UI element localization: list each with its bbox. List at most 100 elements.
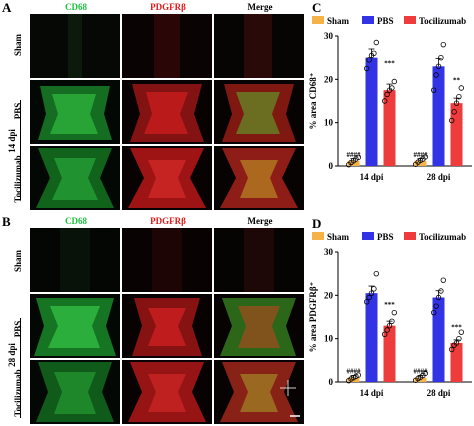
col-head-merge-b: Merge	[247, 216, 273, 226]
significance-label: **	[453, 76, 461, 84]
image-b-sham-pdgfrb	[122, 228, 212, 292]
col-head-pdgfrb-a: PDGFRβ	[150, 2, 186, 12]
image-a-sham-merge	[214, 14, 304, 78]
legend-label-tocilizumab: Tocilizumab	[419, 16, 466, 26]
data-point	[371, 286, 377, 292]
y-axis-label: % area PDGFRβ⁺	[308, 281, 318, 352]
y-tick-label: 20	[324, 290, 334, 300]
data-point	[458, 329, 464, 335]
panel-letter-a: A	[2, 0, 12, 15]
group-bracket-b	[20, 318, 21, 418]
group-label-28dpi: 28 dpi	[7, 343, 17, 367]
data-point	[422, 370, 428, 377]
image-b-tocilizumab-merge	[214, 360, 304, 424]
bar-sham-1	[414, 160, 427, 166]
legend-swatch-tocilizumab	[404, 16, 416, 24]
x-tick-label: 14 dpi	[360, 172, 384, 182]
data-point	[453, 100, 460, 106]
x-tick-label: 28 dpi	[427, 388, 451, 398]
x-tick-label: 28 dpi	[427, 172, 451, 182]
significance-label: ####	[414, 368, 429, 376]
legend-swatch-sham	[312, 232, 324, 240]
row-label-sham-b: Sham	[13, 250, 23, 273]
data-point	[384, 91, 390, 98]
image-b-pbs-merge	[214, 294, 304, 358]
data-point	[373, 39, 379, 46]
data-point	[368, 290, 375, 296]
y-tick-label: 10	[324, 118, 334, 128]
data-point	[433, 303, 439, 309]
image-a-pbs-merge	[214, 80, 304, 144]
image-b-tocilizumab-cd68	[30, 360, 120, 424]
group-bracket-a	[20, 100, 21, 200]
panel-letter-b: B	[2, 214, 11, 229]
data-point	[371, 50, 377, 57]
image-b-pbs-cd68	[30, 294, 120, 358]
data-point	[456, 335, 462, 342]
data-point	[451, 109, 457, 115]
data-point	[391, 78, 397, 85]
image-a-pbs-pdgfrb	[122, 80, 212, 144]
image-b-tocilizumab-pdgfrb	[122, 360, 212, 424]
image-a-tocilizumab-pdgfrb	[122, 146, 212, 210]
image-b-pbs-pdgfrb	[122, 294, 212, 358]
legend-label-pbs: PBS	[377, 232, 394, 242]
bar-pbs-1	[432, 66, 445, 166]
legend-swatch-sham	[312, 16, 324, 24]
image-a-sham-pdgfrb	[122, 14, 212, 78]
bar-pbs-0	[365, 293, 378, 382]
data-point	[440, 41, 446, 48]
legend-swatch-tocilizumab	[404, 232, 416, 240]
data-point	[355, 154, 361, 161]
data-point	[448, 346, 455, 353]
panel-letter-d: D	[312, 216, 322, 231]
legend-label-sham: Sham	[327, 16, 350, 26]
image-a-pbs-cd68	[30, 80, 120, 144]
bar-pbs-1	[432, 297, 445, 382]
data-point	[364, 299, 370, 305]
data-point	[448, 117, 455, 124]
data-point	[433, 72, 439, 78]
chart-d: Sham PBS Tocilizumab 0 10 20 30 % area PDGFRβ⁺ 1…	[308, 232, 472, 398]
chart-c: Sham PBS Tocilizumab 0 10 20 30 % area CD68⁺ 14 …	[308, 16, 472, 182]
legend-swatch-pbs	[362, 16, 374, 24]
data-point	[456, 93, 462, 100]
bar-tocilizumab-0	[383, 90, 396, 166]
data-point	[458, 85, 464, 91]
data-point	[373, 270, 379, 277]
data-point	[364, 65, 370, 72]
col-head-cd68-a: CD68	[65, 2, 87, 12]
bar-tocilizumab-1	[450, 343, 463, 382]
y-tick-label: 0	[329, 161, 334, 171]
legend-label-sham: Sham	[327, 232, 350, 242]
data-point	[391, 309, 397, 316]
y-tick-label: 20	[324, 74, 334, 84]
data-point	[389, 318, 395, 325]
data-point	[355, 372, 361, 378]
data-point	[386, 322, 393, 329]
data-point	[435, 63, 442, 70]
col-head-merge-a: Merge	[247, 2, 273, 12]
y-tick-label: 30	[324, 247, 334, 257]
image-b-sham-merge	[214, 228, 304, 292]
significance-label: ####	[414, 151, 429, 159]
panel-letter-c: C	[312, 0, 322, 15]
significance-label: ***	[384, 59, 395, 67]
bar-tocilizumab-0	[383, 325, 396, 382]
data-point	[430, 87, 437, 93]
significance-label: ***	[451, 323, 462, 331]
image-a-tocilizumab-merge	[214, 146, 304, 210]
data-point	[430, 309, 437, 316]
data-point	[453, 340, 460, 346]
legend-swatch-pbs	[362, 232, 374, 240]
significance-label: ***	[384, 301, 395, 309]
data-point	[435, 294, 442, 301]
data-point	[366, 294, 372, 301]
data-point	[384, 327, 390, 333]
image-a-tocilizumab-cd68	[30, 146, 120, 210]
significance-label: ####	[347, 368, 362, 376]
y-axis-label: % area CD68⁺	[308, 72, 318, 129]
data-point	[438, 288, 444, 294]
data-point	[381, 98, 388, 104]
data-point	[438, 54, 444, 61]
